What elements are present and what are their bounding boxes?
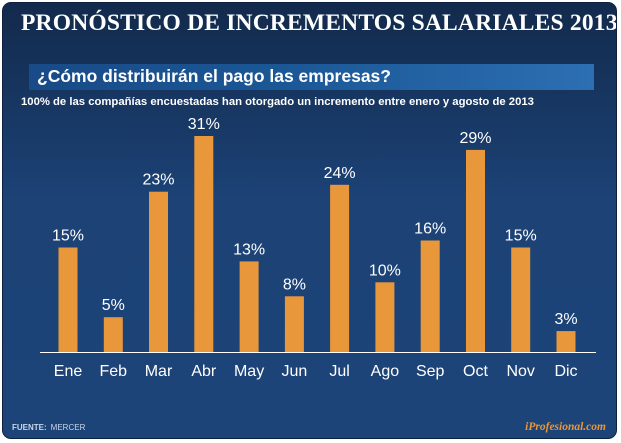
page-title: PRONÓSTICO DE INCREMENTOS SALARIALES 201…	[21, 10, 617, 36]
x-tick-label: Feb	[100, 363, 128, 380]
x-tick-label: Mar	[145, 363, 173, 380]
bar-sep	[420, 240, 440, 352]
x-tick-label: Sep	[416, 363, 445, 380]
bar-feb	[103, 317, 123, 352]
data-label: 5%	[102, 297, 125, 314]
data-label: 8%	[283, 276, 306, 293]
x-tick-label: Jul	[329, 363, 349, 380]
bar-dic	[556, 331, 576, 352]
bar-ene	[58, 247, 78, 352]
x-tick-label: Dic	[554, 363, 577, 380]
data-label: 3%	[554, 311, 577, 328]
bar-jun	[284, 296, 304, 352]
bar-nov	[511, 247, 531, 352]
x-tick-label: May	[234, 363, 264, 380]
bar-jul	[330, 184, 350, 352]
brand-logo: iProfesional.com	[525, 421, 606, 433]
x-tick-label: Jun	[282, 363, 308, 380]
data-label: 29%	[459, 130, 491, 147]
source-value: MERCER	[50, 423, 86, 432]
source-line: FUENTE: MERCER	[12, 423, 85, 432]
subtitle-bar: ¿Cómo distribuirán el pago las empresas?	[29, 64, 594, 90]
chart-frame: PRONÓSTICO DE INCREMENTOS SALARIALES 201…	[2, 2, 617, 439]
bar-mar	[149, 191, 168, 352]
data-label: 24%	[324, 165, 356, 182]
data-label: 13%	[233, 241, 265, 258]
data-label: 16%	[414, 221, 446, 238]
data-label: 23%	[142, 172, 174, 189]
x-tick-label: Oct	[463, 363, 488, 380]
data-label: 10%	[369, 262, 401, 279]
bar-oct	[466, 149, 485, 352]
x-tick-label: Abr	[191, 363, 217, 380]
x-tick-label: Nov	[506, 363, 534, 380]
bar-abr	[194, 136, 214, 352]
x-tick-label: Ago	[371, 363, 400, 380]
data-label: 31%	[188, 116, 220, 133]
x-tick-label: Ene	[54, 363, 83, 380]
chart-note: 100% de las compañías encuestadas han ot…	[21, 96, 534, 108]
bar-ago	[375, 282, 395, 352]
bar-may	[239, 261, 259, 352]
source-label: FUENTE:	[12, 423, 47, 432]
data-label: 15%	[505, 228, 537, 245]
chart-subtitle: ¿Cómo distribuirán el pago las empresas?	[37, 66, 391, 86]
data-label: 15%	[52, 228, 84, 245]
